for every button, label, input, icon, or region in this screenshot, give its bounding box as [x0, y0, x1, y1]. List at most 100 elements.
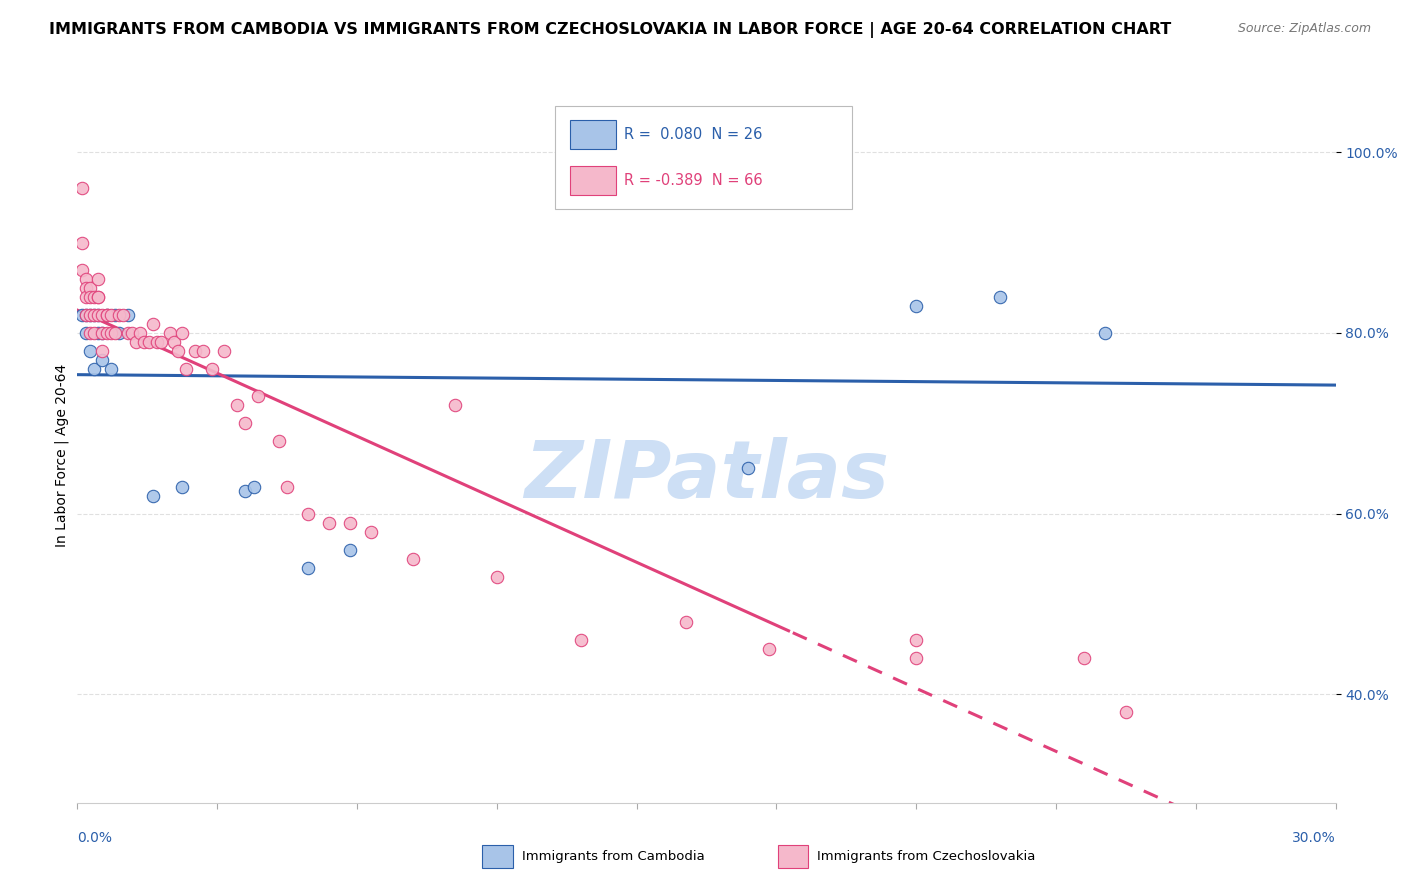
Point — [79, 326, 101, 340]
Point — [297, 507, 319, 521]
Text: 0.0%: 0.0% — [77, 831, 112, 846]
Point — [200, 362, 222, 376]
Point — [87, 271, 110, 285]
Point — [737, 461, 759, 475]
Point — [758, 642, 780, 657]
Point — [87, 308, 110, 322]
Point — [159, 326, 181, 340]
Point — [83, 326, 105, 340]
Point — [675, 615, 697, 629]
Point — [79, 281, 101, 295]
Text: R =  0.080  N = 26: R = 0.080 N = 26 — [624, 127, 762, 142]
Point — [905, 651, 928, 665]
Point — [276, 479, 298, 493]
Point — [142, 489, 165, 503]
Text: ZIPatlas: ZIPatlas — [524, 437, 889, 515]
Point — [96, 326, 118, 340]
Point — [104, 326, 127, 340]
Text: 30.0%: 30.0% — [1292, 831, 1336, 846]
Text: R = -0.389  N = 66: R = -0.389 N = 66 — [624, 173, 762, 188]
Point — [339, 516, 361, 530]
Point — [905, 633, 928, 648]
Point — [87, 290, 110, 304]
Point — [75, 281, 97, 295]
Point — [100, 362, 122, 376]
Point — [96, 308, 118, 322]
Point — [121, 326, 143, 340]
Text: Source: ZipAtlas.com: Source: ZipAtlas.com — [1237, 22, 1371, 36]
Point — [191, 344, 215, 359]
Point — [70, 262, 93, 277]
Point — [75, 308, 97, 322]
Point — [246, 389, 269, 403]
Point — [233, 417, 256, 431]
Point — [242, 479, 264, 493]
Point — [146, 334, 169, 349]
Point — [142, 317, 165, 331]
Point — [100, 308, 122, 322]
Point — [233, 484, 256, 499]
Point — [70, 181, 93, 195]
Point — [138, 334, 160, 349]
Point — [79, 344, 101, 359]
Point — [83, 308, 105, 322]
Point — [87, 290, 110, 304]
Point — [112, 308, 135, 322]
Point — [75, 326, 97, 340]
Point — [569, 633, 592, 648]
Point — [96, 308, 118, 322]
Point — [117, 326, 139, 340]
Point — [167, 344, 190, 359]
Point — [108, 308, 131, 322]
Point — [91, 353, 114, 368]
Point — [163, 334, 186, 349]
Point — [91, 308, 114, 322]
Point — [70, 308, 93, 322]
Point — [176, 362, 198, 376]
Point — [988, 290, 1011, 304]
Point — [444, 398, 467, 412]
Point — [83, 362, 105, 376]
Text: Immigrants from Cambodia: Immigrants from Cambodia — [522, 850, 704, 863]
Point — [91, 326, 114, 340]
Point — [297, 561, 319, 575]
Point — [150, 334, 173, 349]
Point — [1115, 706, 1137, 720]
Point — [267, 434, 290, 449]
Point — [172, 326, 194, 340]
Point — [125, 334, 148, 349]
Point — [184, 344, 207, 359]
Point — [104, 308, 127, 322]
Point — [402, 551, 425, 566]
Point — [485, 570, 508, 584]
Y-axis label: In Labor Force | Age 20-64: In Labor Force | Age 20-64 — [55, 363, 69, 547]
Point — [360, 524, 382, 539]
Point — [1094, 326, 1116, 340]
Point — [117, 308, 139, 322]
Point — [172, 479, 194, 493]
Point — [83, 308, 105, 322]
Point — [70, 235, 93, 250]
Text: Immigrants from Czechoslovakia: Immigrants from Czechoslovakia — [817, 850, 1035, 863]
Point — [87, 308, 110, 322]
Point — [75, 290, 97, 304]
Point — [79, 290, 101, 304]
Point — [212, 344, 235, 359]
Point — [79, 308, 101, 322]
Point — [100, 326, 122, 340]
Point — [96, 308, 118, 322]
Point — [83, 290, 105, 304]
Point — [91, 344, 114, 359]
Point — [75, 308, 97, 322]
Point — [129, 326, 152, 340]
Point — [318, 516, 340, 530]
Point — [91, 326, 114, 340]
Point — [339, 542, 361, 557]
Point — [87, 326, 110, 340]
Point — [1073, 651, 1095, 665]
Point — [225, 398, 247, 412]
Point — [134, 334, 156, 349]
Point — [79, 308, 101, 322]
Point — [75, 271, 97, 285]
Point — [108, 326, 131, 340]
